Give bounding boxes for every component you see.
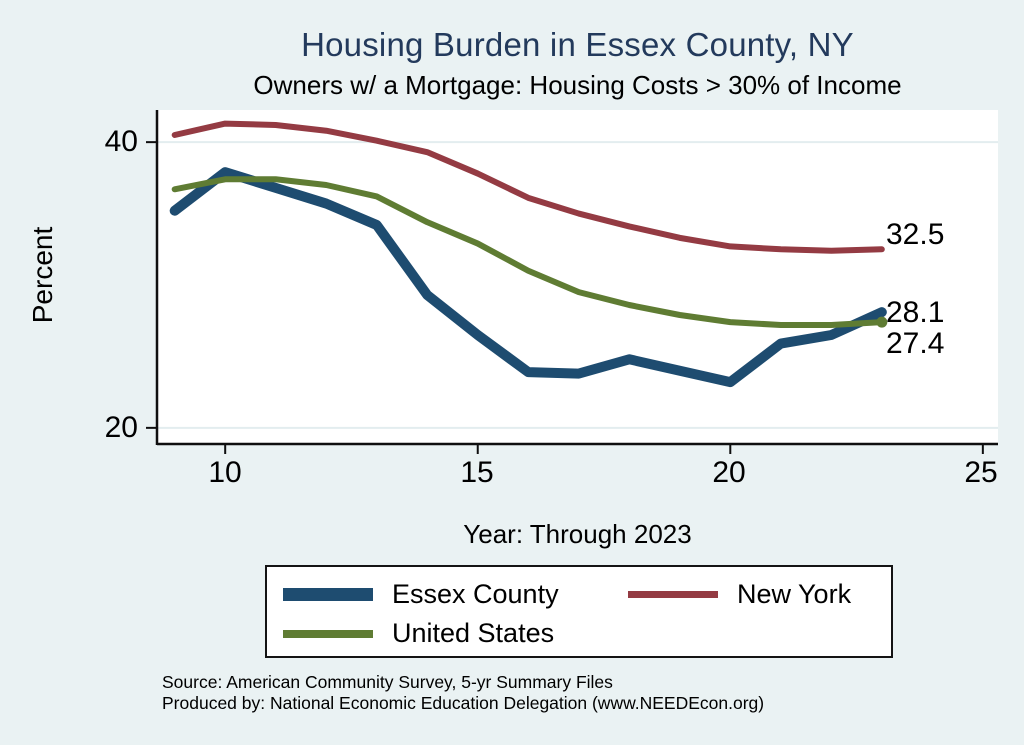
end-label-essex-county: 28.1 [886,296,945,329]
legend-label-new-york: New York [737,579,852,609]
x-tick-label-15: 15 [460,456,494,489]
chart-subtitle: Owners w/ a Mortgage: Housing Costs > 30… [253,70,902,100]
legend-swatch-united-states [283,630,373,638]
y-axis-title: Percent [27,226,58,324]
chart-title: Housing Burden in Essex County, NY [301,26,854,63]
end-marker-united-states [876,316,888,328]
x-tick-label-20: 20 [712,456,746,489]
plot-background [157,110,998,445]
x-axis-title: Year: Through 2023 [463,519,692,549]
legend-label-united-states: United States [392,618,555,648]
legend-swatch-essex-county [283,588,373,601]
line-essex-county [169,167,887,388]
produced-by-line: Produced by: National Economic Education… [162,692,765,713]
end-label-united-states: 27.4 [886,327,945,360]
x-tick-label-25: 25 [964,456,998,489]
source-note: Source: American Community Survey, 5-yr … [162,672,982,713]
plot-svg [146,110,998,454]
legend: Essex County New York United States [265,565,893,658]
line-new-york [171,120,885,254]
legend-swatch-new-york [628,591,718,598]
end-label-new-york: 32.5 [886,218,945,251]
y-tick-label-20: 20 [104,411,138,444]
y-tick-label-40: 40 [104,125,138,158]
legend-label-essex-county: Essex County [392,579,559,609]
x-tick-label-10: 10 [208,456,242,489]
source-line: Source: American Community Survey, 5-yr … [162,672,613,692]
line-united-states [171,176,885,328]
